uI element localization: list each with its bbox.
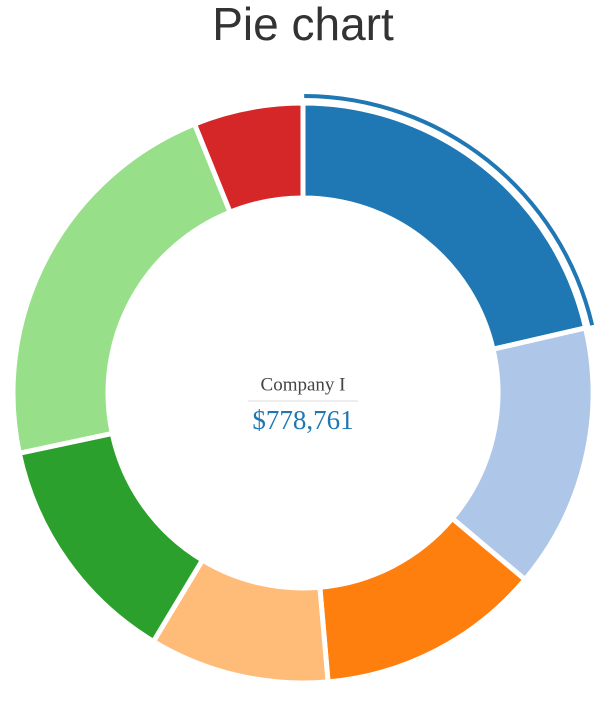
donut-segment[interactable] xyxy=(191,100,306,216)
donut-segment[interactable] xyxy=(16,430,206,645)
donut-segment[interactable] xyxy=(300,100,589,353)
center-value: $778,761 xyxy=(252,405,353,435)
chart-title: Pie chart xyxy=(212,0,394,50)
donut-segment[interactable] xyxy=(10,120,234,457)
center-label: Company I xyxy=(261,374,346,395)
selection-arc xyxy=(304,94,595,326)
